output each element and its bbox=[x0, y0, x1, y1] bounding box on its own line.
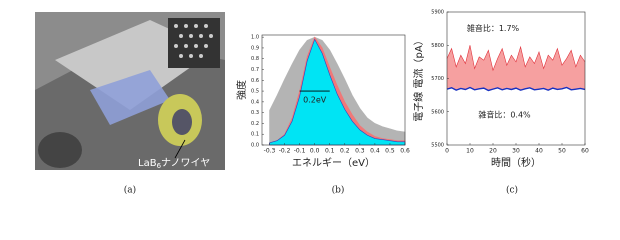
x-tick-label: 0 bbox=[445, 148, 449, 155]
noise-band bbox=[447, 45, 585, 91]
x-tick-label: 60 bbox=[581, 148, 589, 155]
y-tick-label: 0.4 bbox=[251, 99, 259, 105]
area bbox=[269, 38, 406, 146]
y-tick-label: 5700 bbox=[431, 76, 444, 82]
x-tick-label: -0.2 bbox=[279, 148, 291, 155]
x-tick-label: 0.3 bbox=[355, 148, 365, 155]
x-tick-label: 20 bbox=[489, 148, 497, 155]
y-tick-label: 5500 bbox=[431, 143, 444, 149]
line bbox=[446, 86, 586, 92]
x-tick-label: 40 bbox=[535, 148, 543, 155]
panel-caption: (a) bbox=[124, 185, 136, 196]
x-tick-label: 0.2 bbox=[340, 148, 350, 155]
panel-caption: (c) bbox=[506, 185, 518, 196]
annotation: 雑音比：0.4% bbox=[478, 110, 531, 120]
x-tick-label: 0.6 bbox=[400, 148, 410, 155]
x-tick-label: -0.1 bbox=[294, 148, 306, 155]
x-tick-label: 0.5 bbox=[385, 148, 395, 155]
x-tick-label: 50 bbox=[558, 148, 566, 155]
y-tick-label: 5600 bbox=[431, 109, 444, 115]
label-sub: 6 bbox=[157, 162, 162, 170]
y-tick-label: 0.0 bbox=[251, 143, 259, 149]
x-axis-label: エネルギー（eV） bbox=[292, 157, 375, 169]
x-tick-label: -0.3 bbox=[264, 148, 276, 155]
y-tick-label: 0.1 bbox=[251, 132, 259, 138]
image-label: LaB6ナノワイヤ bbox=[138, 157, 210, 170]
y-axis-label: 強度 bbox=[235, 80, 248, 100]
y-axis-label: 電子線 電流（pA） bbox=[412, 35, 425, 121]
x-axis-label: 時間（秒） bbox=[491, 156, 541, 169]
figure: LaB6ナノワイヤ (a) (b) (c) 0.2eV -0.3 -0.2 -0.1 0… bbox=[35, 10, 589, 196]
x-tick-label: 0.0 bbox=[310, 148, 320, 155]
y-tick-label: 0.2 bbox=[251, 121, 259, 127]
y-tick-label: 1.0 bbox=[251, 35, 259, 41]
y-tick-label: 0.3 bbox=[251, 110, 259, 116]
y-tick-label: 0.7 bbox=[251, 67, 259, 73]
annotation: 雑音比：1.7% bbox=[467, 23, 520, 33]
y-tick-label: 0.6 bbox=[251, 78, 259, 84]
plot-frame bbox=[261, 34, 406, 146]
x-tick-label: 30 bbox=[512, 148, 520, 155]
y-tick-label: 0.5 bbox=[251, 89, 259, 95]
y-tick-label: 5900 bbox=[431, 10, 444, 16]
annotation: 0.2eV bbox=[303, 96, 327, 105]
x-tick-label: 0.1 bbox=[325, 148, 335, 155]
y-tick-label: 5800 bbox=[431, 43, 444, 49]
label-main: LaB bbox=[138, 158, 157, 169]
y-tick-label: 0.8 bbox=[251, 56, 259, 62]
label-rest: ナノワイヤ bbox=[161, 157, 210, 169]
line bbox=[446, 45, 586, 72]
y-tick-label: 0.9 bbox=[251, 45, 259, 51]
x-tick-label: 0.4 bbox=[370, 148, 380, 155]
sem-image: LaB6ナノワイヤ bbox=[35, 12, 225, 170]
x-tick-label: 10 bbox=[466, 148, 474, 155]
panel-caption: (b) bbox=[332, 185, 345, 196]
